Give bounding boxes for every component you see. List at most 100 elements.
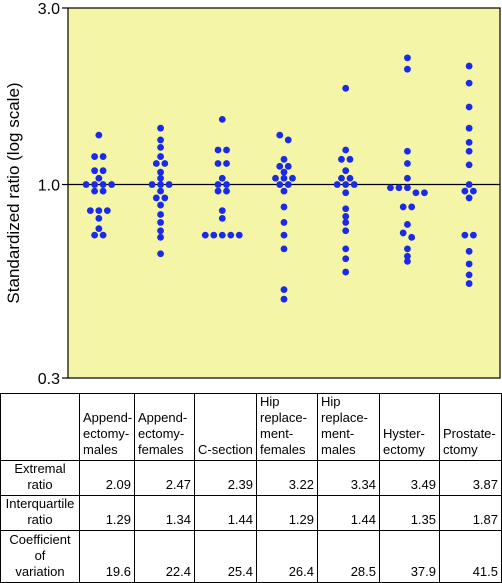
data-point xyxy=(404,252,411,260)
data-point xyxy=(103,207,111,215)
data-point xyxy=(86,207,94,215)
data-point xyxy=(465,124,473,132)
data-point xyxy=(461,187,469,195)
column-header: C-section xyxy=(194,393,257,461)
data-point xyxy=(280,155,288,163)
data-point xyxy=(469,187,477,195)
table-row: Coefficient of variation 19.6 22.4 25.4 26.4… xyxy=(0,530,502,583)
data-point xyxy=(404,65,411,73)
data-point xyxy=(342,146,350,154)
data-point xyxy=(346,174,354,182)
data-point xyxy=(465,138,473,146)
table-cell: 3.49 xyxy=(379,460,440,496)
data-point xyxy=(108,181,116,188)
table-cell: 37.9 xyxy=(379,530,440,583)
table-cell: 1.29 xyxy=(79,495,135,531)
data-point xyxy=(408,203,416,211)
data-point xyxy=(342,245,350,253)
row-header-label: Interquartile ratio xyxy=(5,496,75,528)
data-point xyxy=(465,161,473,169)
row-header-label: Coefficient of variation xyxy=(9,532,71,579)
data-point xyxy=(342,205,350,213)
data-point xyxy=(280,219,288,226)
data-point xyxy=(218,207,226,215)
data-point xyxy=(161,160,169,167)
data-point xyxy=(157,219,164,226)
data-point xyxy=(157,181,164,188)
data-point xyxy=(399,203,407,211)
table-corner-cell xyxy=(0,393,80,461)
y-axis: 0.3 1.0 3.0 xyxy=(38,1,68,388)
data-point xyxy=(342,227,350,235)
data-point xyxy=(465,79,473,87)
y-tick-label: 0.3 xyxy=(38,371,60,388)
table-cell: 25.4 xyxy=(194,530,257,583)
data-point xyxy=(157,124,164,132)
data-point xyxy=(91,231,99,239)
column-header-label: Hip replace- ment- males xyxy=(321,394,368,458)
data-point xyxy=(95,225,103,233)
row-header: Extremal ratio xyxy=(0,460,80,496)
variation-statistics-table: Append- ectomy- males Append- ectomy- fem… xyxy=(0,393,502,583)
data-point xyxy=(461,231,469,239)
data-point xyxy=(157,250,164,258)
data-point xyxy=(218,115,226,123)
data-point xyxy=(272,174,279,182)
data-point xyxy=(280,174,288,182)
data-point xyxy=(223,181,230,188)
table-cell: 1.44 xyxy=(317,495,380,531)
data-point xyxy=(91,181,99,188)
data-point xyxy=(227,231,235,239)
data-point xyxy=(342,189,350,197)
data-point xyxy=(157,136,164,144)
data-point xyxy=(342,167,350,175)
chart-area: 0.3 1.0 3.0 Standardized ratio (log scale) xyxy=(4,1,501,388)
column-header: Hip replace- ment- males xyxy=(317,393,380,461)
data-point xyxy=(148,181,156,188)
data-point xyxy=(404,184,411,192)
y-tick-label: 1.0 xyxy=(38,178,60,195)
data-point xyxy=(465,194,473,202)
data-point xyxy=(346,155,354,163)
data-point xyxy=(404,245,411,253)
table-row: Extremal ratio 2.09 2.47 2.39 3.22 3.34 3.49 3.… xyxy=(0,460,502,496)
data-point xyxy=(465,280,473,287)
data-point xyxy=(284,162,292,170)
row-header: Coefficient of variation xyxy=(0,530,80,583)
data-point xyxy=(342,213,350,220)
data-point xyxy=(465,147,473,155)
data-point xyxy=(157,201,164,209)
table-cell: 26.4 xyxy=(256,530,318,583)
data-point xyxy=(469,231,477,239)
column-header-label: Append- ectomy- females xyxy=(138,410,188,457)
column-header: Append- ectomy- males xyxy=(79,393,135,461)
data-point xyxy=(404,147,411,155)
data-point xyxy=(157,211,164,218)
data-point xyxy=(404,221,411,228)
data-point xyxy=(82,181,90,188)
data-point xyxy=(404,160,411,167)
column-header: Hyster- ectomy xyxy=(379,393,440,461)
data-point xyxy=(465,271,473,279)
data-point xyxy=(280,168,288,176)
data-point xyxy=(338,155,345,163)
data-point xyxy=(280,295,288,303)
data-point xyxy=(342,181,350,188)
data-point xyxy=(465,62,473,70)
data-point xyxy=(404,257,411,265)
data-point xyxy=(95,207,103,215)
data-point xyxy=(165,181,173,188)
data-point xyxy=(276,131,284,139)
table-cell: 1.34 xyxy=(134,495,195,531)
column-header: Prostate- ctomy xyxy=(439,393,502,461)
data-point xyxy=(399,229,407,237)
data-point xyxy=(157,187,164,195)
data-point xyxy=(408,233,416,241)
data-point xyxy=(161,194,169,202)
data-point xyxy=(342,84,350,92)
table-row: Interquartile ratio 1.29 1.34 1.44 1.29 1.44 1… xyxy=(0,495,502,531)
data-point xyxy=(157,153,164,160)
data-point xyxy=(210,231,218,239)
data-point xyxy=(465,260,473,268)
data-point xyxy=(99,181,107,188)
